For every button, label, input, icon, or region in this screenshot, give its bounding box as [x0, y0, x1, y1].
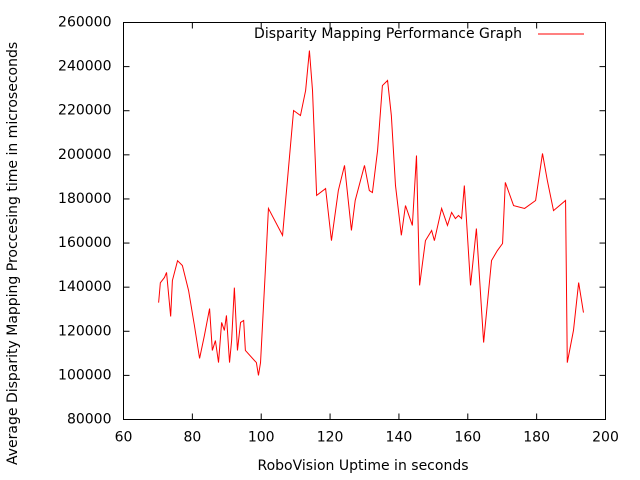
y-tick-label: 180000	[58, 191, 111, 207]
y-tick-label: 260000	[58, 15, 111, 31]
x-tick-label: 120	[317, 430, 344, 446]
x-tick-label: 160	[454, 430, 481, 446]
y-axis-label: Average Disparity Mapping Proccesing tim…	[5, 42, 21, 465]
x-tick-label: 200	[592, 430, 619, 446]
y-tick-label: 220000	[58, 103, 111, 119]
y-tick-label: 80000	[67, 412, 112, 428]
legend-label: Disparity Mapping Performance Graph	[254, 26, 522, 42]
y-tick-label: 200000	[58, 147, 111, 163]
x-tick-label: 100	[248, 430, 275, 446]
y-tick-label: 100000	[58, 367, 111, 383]
y-tick-label: 120000	[58, 323, 111, 339]
y-tick-label: 140000	[58, 279, 111, 295]
x-tick-label: 180	[523, 430, 550, 446]
plot-frame	[123, 22, 606, 420]
data-line	[158, 50, 584, 376]
x-tick-label: 140	[386, 430, 413, 446]
x-axis-label: RoboVision Uptime in seconds	[258, 458, 469, 474]
x-tick-label: 60	[115, 430, 133, 446]
x-tick-label: 80	[183, 430, 201, 446]
y-tick-label: 160000	[58, 235, 111, 251]
y-tick-label: 240000	[58, 59, 111, 75]
